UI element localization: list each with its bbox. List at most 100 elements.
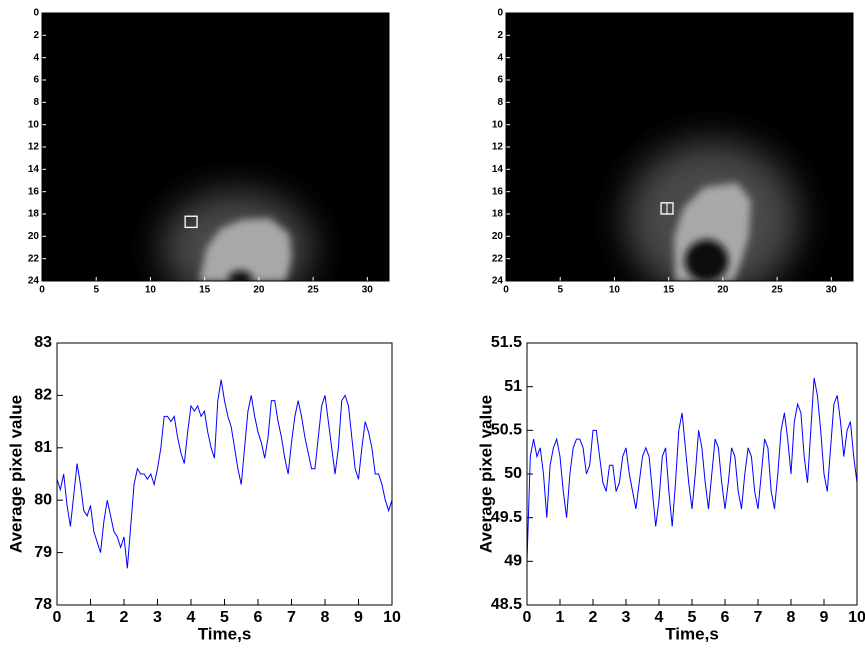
y-tick-label: 78	[34, 596, 52, 613]
y-tick-label: 24	[28, 276, 40, 287]
y-tick-label: 10	[492, 119, 504, 130]
x-tick-label: 6	[721, 609, 730, 626]
x-tick-label: 5	[93, 285, 99, 296]
x-tick-label: 1	[86, 609, 95, 626]
y-tick-label: 50.5	[491, 422, 522, 439]
y-tick-label: 8	[497, 97, 503, 108]
x-tick-label: 5	[688, 609, 697, 626]
x-tick-label: 1	[556, 609, 565, 626]
y-tick-label: 83	[34, 334, 52, 351]
y-tick-label: 10	[28, 119, 40, 130]
y-tick-label: 14	[28, 164, 40, 175]
image-layer	[161, 191, 314, 281]
x-tick-label: 15	[199, 285, 211, 296]
x-tick-label: 8	[321, 609, 330, 626]
y-tick-label: 4	[497, 52, 503, 63]
x-tick-label: 6	[254, 609, 263, 626]
axes-frame	[56, 342, 393, 606]
y-tick-label: 6	[497, 75, 503, 86]
x-tick-label: 15	[663, 285, 675, 296]
y-tick-label: 49.5	[491, 509, 522, 526]
x-tick-label: 25	[772, 285, 784, 296]
y-tick-label: 6	[33, 75, 39, 86]
y-tick-label: 8	[33, 97, 39, 108]
y-tick-label: 20	[28, 231, 40, 242]
y-tick-label: 82	[34, 387, 52, 404]
y-tick-label: 2	[497, 30, 503, 41]
y-tick-label: 20	[492, 231, 504, 242]
y-tick-label: 79	[34, 544, 52, 561]
axes-frame	[526, 342, 858, 606]
y-tick-label: 80	[34, 491, 52, 508]
x-tick-label: 0	[523, 609, 532, 626]
plot-area	[57, 343, 392, 605]
y-tick-label: 12	[492, 142, 504, 153]
x-tick-label: 0	[503, 285, 509, 296]
x-tick-label: 2	[589, 609, 598, 626]
x-tick-label: 7	[754, 609, 763, 626]
x-tick-label: 5	[220, 609, 229, 626]
y-tick-label: 51	[504, 378, 522, 395]
y-tick-label: 81	[34, 439, 52, 456]
x-tick-label: 30	[362, 285, 374, 296]
x-tick-label: 9	[820, 609, 829, 626]
x-tick-label: 10	[383, 609, 401, 626]
line-panel: 0 1 2 3 4 5 6 7 8 9 10 48.5 49 49.5 50 50.5 51 51.5 Time,s…	[476, 334, 865, 643]
y-tick-label: 18	[28, 209, 40, 220]
y-axis-label: Average pixel value	[476, 395, 495, 553]
y-tick-label: 0	[33, 8, 39, 19]
y-tick-label: 2	[33, 30, 39, 41]
y-tick-label: 12	[28, 142, 40, 153]
y-tick-label: 50	[504, 465, 522, 482]
x-tick-label: 10	[848, 609, 865, 626]
roi-box	[184, 215, 198, 229]
image-layer	[625, 141, 799, 281]
x-tick-label: 4	[187, 609, 196, 626]
x-tick-label: 2	[120, 609, 129, 626]
x-tick-label: 0	[39, 285, 45, 296]
y-tick-label: 48.5	[491, 596, 522, 613]
y-tick-label: 24	[492, 276, 504, 287]
x-tick-label: 20	[253, 285, 265, 296]
y-tick-label: 49	[504, 553, 522, 570]
x-tick-label: 10	[145, 285, 157, 296]
x-tick-label: 30	[826, 285, 838, 296]
data-line	[56, 379, 393, 569]
x-tick-label: 10	[609, 285, 621, 296]
x-tick-label: 4	[655, 609, 664, 626]
heat-core	[199, 218, 292, 281]
y-tick-label: 22	[28, 253, 40, 264]
x-tick-label: 25	[308, 285, 320, 296]
x-tick-label: 0	[53, 609, 62, 626]
x-tick-label: 7	[287, 609, 296, 626]
plot-area	[527, 343, 857, 605]
y-tick-label: 51.5	[491, 334, 522, 351]
x-axis-label: Time,s	[665, 624, 719, 643]
y-tick-label: 0	[497, 8, 503, 19]
dark-spot	[684, 239, 729, 281]
image-content	[625, 141, 799, 281]
axes-frame	[505, 12, 854, 282]
y-tick-label: 14	[492, 164, 504, 175]
x-tick-label: 20	[717, 285, 729, 296]
axes-frame	[41, 12, 390, 282]
y-tick-label: 16	[492, 186, 504, 197]
y-tick-label: 16	[28, 186, 40, 197]
y-tick-label: 22	[492, 253, 504, 264]
image-content	[161, 191, 314, 281]
y-axis-label: Average pixel value	[6, 395, 25, 553]
x-tick-label: 9	[354, 609, 363, 626]
y-tick-label: 18	[492, 209, 504, 220]
x-tick-label: 3	[153, 609, 162, 626]
x-tick-label: 8	[787, 609, 796, 626]
dark-spot	[228, 270, 253, 281]
x-axis-label: Time,s	[198, 624, 252, 643]
y-tick-label: 4	[33, 52, 39, 63]
data-line	[526, 377, 858, 562]
x-tick-label: 5	[557, 285, 563, 296]
